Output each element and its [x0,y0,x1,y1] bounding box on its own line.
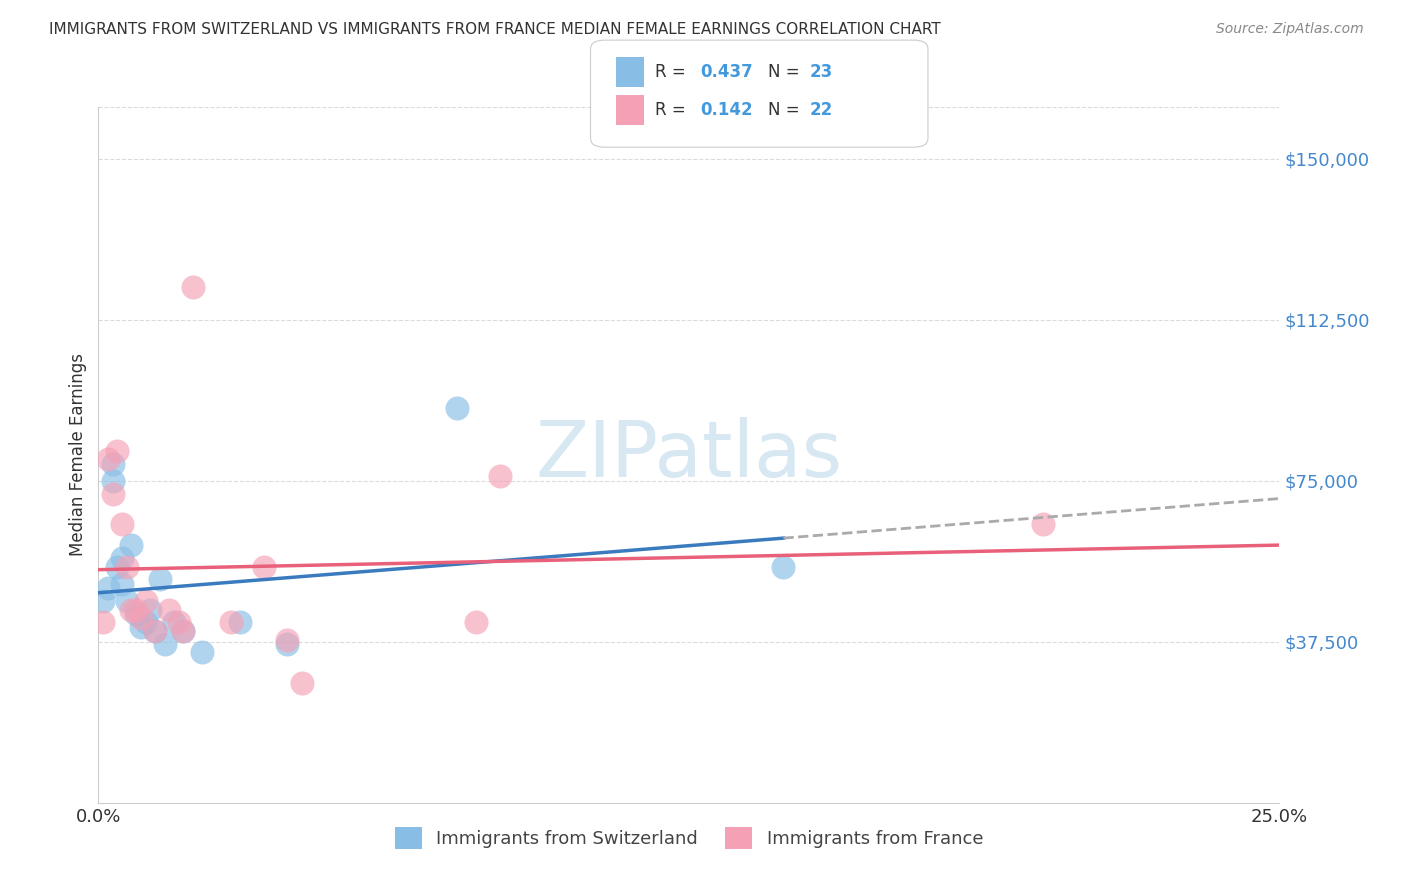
Text: 0.437: 0.437 [700,62,754,81]
Legend: Immigrants from Switzerland, Immigrants from France: Immigrants from Switzerland, Immigrants … [388,820,990,856]
Point [91,594,114,608]
Point [105,559,128,574]
Point [101,474,124,488]
Point [157,602,180,616]
Point [253,559,276,574]
Point [167,615,190,630]
Text: 23: 23 [810,62,834,81]
Point [181,280,204,294]
Text: IMMIGRANTS FROM SWITZERLAND VS IMMIGRANTS FROM FRANCE MEDIAN FEMALE EARNINGS COR: IMMIGRANTS FROM SWITZERLAND VS IMMIGRANT… [49,22,941,37]
Point [135,594,157,608]
Point [135,615,157,630]
Point [290,675,312,690]
Point [111,576,134,591]
Point [111,516,134,531]
Point [91,615,114,630]
Point [219,615,242,630]
Point [129,620,152,634]
Point [97,581,120,595]
Point [276,632,298,647]
Text: N =: N = [768,101,804,120]
Point [129,611,152,625]
Point [105,443,128,458]
Point [172,624,194,638]
Text: R =: R = [655,101,692,120]
Point [115,594,138,608]
Point [121,538,143,552]
Point [489,469,512,483]
Text: 22: 22 [810,101,834,120]
Point [121,602,143,616]
Point [163,615,186,630]
Point [191,645,214,659]
Text: N =: N = [768,62,804,81]
Point [1032,516,1054,531]
Point [153,637,176,651]
Point [97,452,120,467]
Point [139,602,162,616]
Point [101,457,124,471]
Point [149,573,172,587]
Point [276,637,298,651]
Point [125,607,148,621]
Point [772,559,794,574]
Y-axis label: Median Female Earnings: Median Female Earnings [69,353,87,557]
Point [143,624,166,638]
Text: 0.142: 0.142 [700,101,752,120]
Point [125,602,148,616]
Point [172,624,194,638]
Point [101,486,124,500]
Point [115,559,138,574]
Point [229,615,252,630]
Point [143,624,166,638]
Point [446,401,468,415]
Point [111,551,134,566]
Text: Source: ZipAtlas.com: Source: ZipAtlas.com [1216,22,1364,37]
Text: R =: R = [655,62,692,81]
Point [465,615,488,630]
Text: ZIPatlas: ZIPatlas [536,417,842,493]
